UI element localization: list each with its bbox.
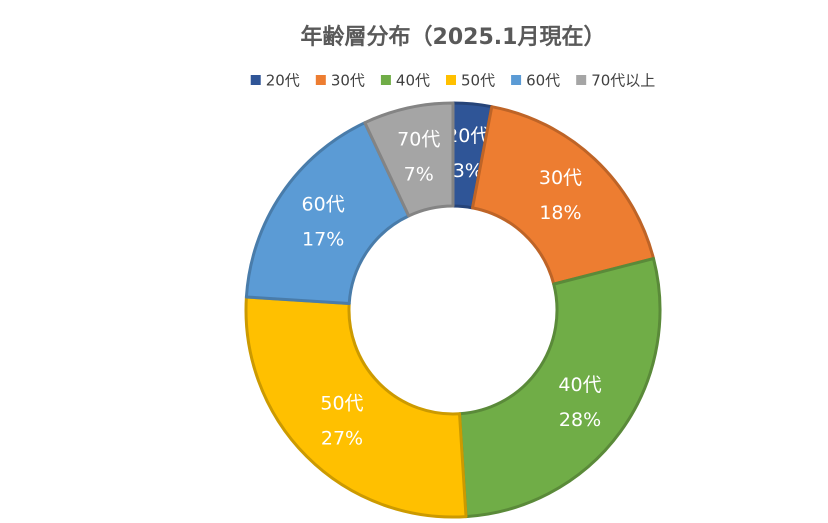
donut-slice <box>458 257 662 519</box>
slice-label: 30代 <box>539 167 582 189</box>
data-label: 18% <box>539 202 581 224</box>
data-label: 7% <box>404 163 434 185</box>
legend-item: 70代以上 <box>576 72 655 90</box>
slice-label: 50代 <box>320 393 363 415</box>
legend-label: 20代 <box>266 72 300 90</box>
legend-label: 50代 <box>461 72 495 90</box>
legend-label: 30代 <box>331 72 365 90</box>
legend-item: 50代 <box>446 72 495 90</box>
slice-label: 60代 <box>302 193 345 215</box>
slice-label: 70代 <box>397 128 440 150</box>
legend-item: 40代 <box>380 72 430 90</box>
legend: 20代 30代 40代 50代 60代 70代以上 <box>250 72 655 90</box>
legend-item: 20代 <box>250 72 300 90</box>
legend-swatch <box>380 75 391 85</box>
data-label: 3% <box>453 160 483 182</box>
donut-slice <box>363 101 455 218</box>
legend-item: 30代 <box>315 72 365 90</box>
legend-label: 70代以上 <box>591 72 655 90</box>
legend-label: 40代 <box>396 72 430 90</box>
data-label: 27% <box>321 428 363 450</box>
donut-slice <box>244 121 411 305</box>
legend-swatch <box>576 75 587 85</box>
legend-swatch <box>511 75 522 85</box>
legend-swatch <box>446 75 456 85</box>
data-label: 17% <box>302 228 344 250</box>
legend-label: 60代 <box>526 72 560 90</box>
legend-swatch <box>250 75 261 85</box>
data-label: 28% <box>559 409 601 431</box>
slice-label: 20代 <box>446 125 489 147</box>
legend-item: 60代 <box>511 72 560 90</box>
donut-slice <box>244 295 468 519</box>
legend-swatch <box>315 75 326 85</box>
donut-slice <box>470 105 655 286</box>
slice-label: 40代 <box>558 374 601 396</box>
chart-title: 年齢層分布（2025.1月現在） <box>301 24 606 50</box>
